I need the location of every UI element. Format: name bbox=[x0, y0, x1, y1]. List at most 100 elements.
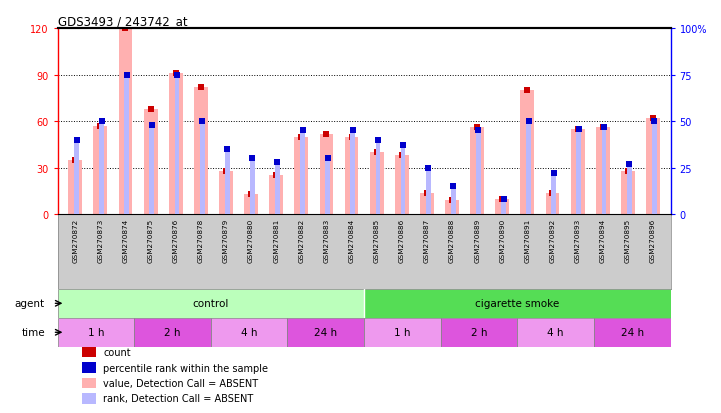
Bar bbox=[546, 193, 559, 215]
Point bbox=[472, 125, 483, 131]
Point bbox=[146, 122, 158, 129]
Bar bbox=[143, 109, 157, 215]
Bar bbox=[627, 164, 632, 215]
Bar bbox=[174, 75, 180, 215]
Text: GSM270878: GSM270878 bbox=[198, 218, 204, 263]
Text: GDS3493 / 243742_at: GDS3493 / 243742_at bbox=[58, 15, 187, 28]
Text: GSM270885: GSM270885 bbox=[373, 218, 380, 263]
Point bbox=[270, 173, 282, 179]
Point bbox=[397, 142, 409, 149]
Point bbox=[170, 71, 182, 77]
Point bbox=[71, 137, 82, 144]
Point bbox=[346, 134, 358, 140]
Bar bbox=[124, 75, 129, 215]
Point bbox=[648, 119, 660, 125]
Bar bbox=[401, 146, 405, 215]
Text: GSM270890: GSM270890 bbox=[499, 218, 505, 263]
Point bbox=[548, 171, 559, 177]
Bar bbox=[319, 134, 333, 215]
Bar bbox=[521, 91, 534, 215]
Text: GSM270881: GSM270881 bbox=[273, 218, 279, 263]
Point bbox=[573, 126, 585, 133]
Bar bbox=[58, 289, 364, 318]
Bar bbox=[552, 174, 556, 215]
Bar bbox=[211, 318, 288, 347]
Point bbox=[272, 159, 283, 166]
Text: GSM270894: GSM270894 bbox=[600, 218, 606, 263]
Text: GSM270876: GSM270876 bbox=[173, 218, 179, 263]
Point bbox=[121, 72, 133, 78]
Text: 2 h: 2 h bbox=[164, 328, 181, 337]
Bar bbox=[576, 129, 581, 215]
Text: GSM270875: GSM270875 bbox=[148, 218, 154, 263]
Point bbox=[94, 123, 106, 130]
Text: 1 h: 1 h bbox=[88, 328, 105, 337]
Bar bbox=[82, 378, 96, 389]
Bar bbox=[94, 126, 107, 215]
Point bbox=[598, 124, 610, 131]
Bar bbox=[275, 163, 280, 215]
Bar bbox=[518, 318, 594, 347]
Point bbox=[597, 125, 609, 131]
Text: time: time bbox=[22, 328, 45, 337]
Text: GSM270883: GSM270883 bbox=[324, 218, 329, 263]
Text: GSM270896: GSM270896 bbox=[650, 218, 656, 263]
Point bbox=[521, 88, 533, 94]
Bar bbox=[350, 131, 355, 215]
Bar bbox=[364, 318, 441, 347]
Point bbox=[647, 115, 659, 122]
Point bbox=[96, 119, 107, 125]
Text: GSM270882: GSM270882 bbox=[298, 218, 304, 263]
Bar bbox=[646, 119, 660, 215]
Point bbox=[196, 119, 208, 125]
Bar bbox=[495, 199, 509, 215]
Text: control: control bbox=[193, 299, 229, 309]
Bar bbox=[601, 127, 606, 215]
Point bbox=[497, 196, 508, 202]
Text: GSM270873: GSM270873 bbox=[97, 218, 103, 263]
Bar bbox=[219, 171, 233, 215]
Bar bbox=[501, 200, 506, 215]
Point bbox=[473, 128, 485, 134]
Bar bbox=[370, 153, 384, 215]
Point bbox=[145, 106, 156, 113]
Bar bbox=[345, 137, 358, 215]
Bar bbox=[149, 126, 154, 215]
Text: GSM270872: GSM270872 bbox=[72, 218, 79, 263]
Bar bbox=[325, 159, 330, 215]
Point bbox=[423, 165, 434, 172]
Bar bbox=[288, 318, 364, 347]
Bar bbox=[652, 122, 657, 215]
Bar bbox=[364, 289, 671, 318]
Bar bbox=[200, 122, 205, 215]
Bar bbox=[621, 171, 634, 215]
Bar bbox=[395, 156, 409, 215]
Point bbox=[69, 157, 81, 164]
Bar bbox=[134, 318, 211, 347]
Bar bbox=[594, 318, 671, 347]
Bar bbox=[441, 318, 518, 347]
Text: GSM270889: GSM270889 bbox=[474, 218, 480, 263]
Point bbox=[221, 146, 233, 153]
Bar bbox=[300, 131, 305, 215]
Point bbox=[247, 156, 258, 162]
Text: GSM270887: GSM270887 bbox=[424, 218, 430, 263]
Bar bbox=[476, 131, 481, 215]
Bar bbox=[118, 29, 133, 215]
Point bbox=[371, 150, 382, 156]
Point bbox=[296, 134, 307, 140]
Point bbox=[624, 161, 635, 168]
Bar bbox=[470, 128, 484, 215]
Bar bbox=[250, 159, 255, 215]
Bar bbox=[445, 201, 459, 215]
Point bbox=[171, 72, 182, 78]
Point bbox=[220, 168, 231, 175]
Text: GSM270879: GSM270879 bbox=[223, 218, 229, 263]
Text: 24 h: 24 h bbox=[621, 328, 644, 337]
Bar bbox=[451, 187, 456, 215]
Bar bbox=[225, 150, 229, 215]
Point bbox=[523, 119, 534, 125]
Point bbox=[572, 126, 583, 133]
Text: percentile rank within the sample: percentile rank within the sample bbox=[103, 363, 268, 373]
Text: cigarette smoke: cigarette smoke bbox=[475, 299, 559, 309]
